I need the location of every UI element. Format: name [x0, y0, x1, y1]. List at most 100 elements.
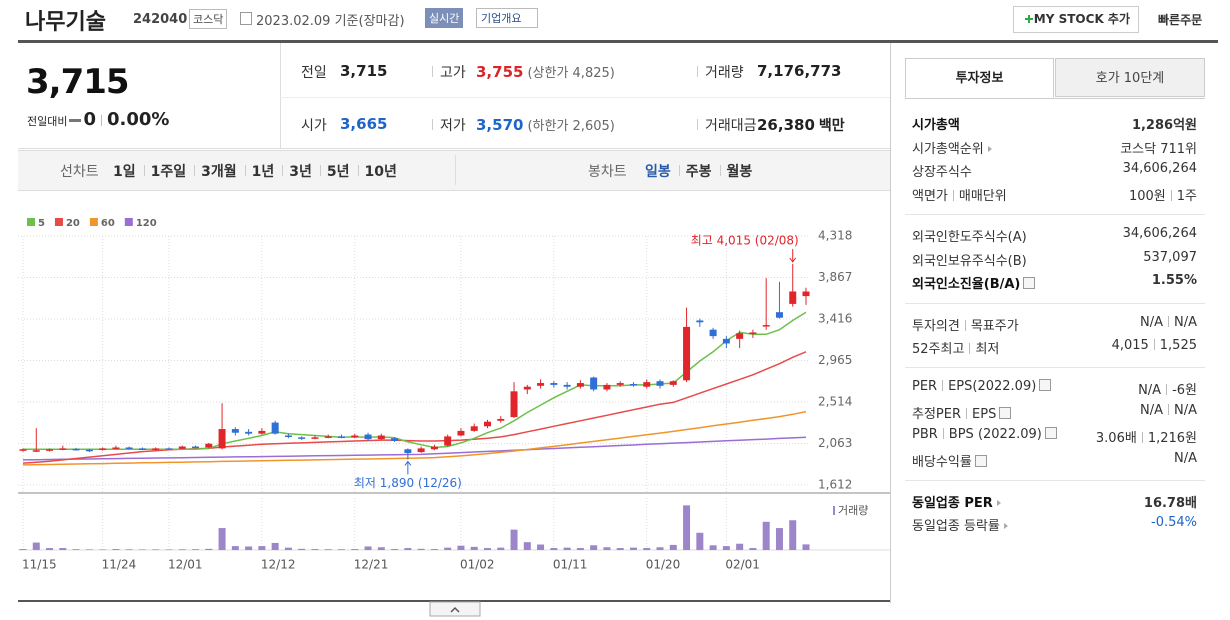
separator: [432, 66, 433, 77]
period-button[interactable]: 1년: [251, 164, 275, 180]
volume-bar: [563, 547, 571, 550]
quote-number: 3,755: [476, 63, 524, 81]
toolbar-divider: [455, 155, 456, 185]
y-tick-label: 4,318: [818, 229, 852, 243]
x-tick-label: 11/15: [22, 558, 57, 572]
x-tick-label: 12/21: [354, 558, 389, 572]
candle-body: [85, 449, 93, 452]
info-label: 배당수익률: [912, 451, 987, 470]
quote-number: 26,380: [757, 116, 815, 134]
info-label: 시가총액순위: [912, 138, 992, 157]
candle-body: [802, 291, 810, 297]
period-button[interactable]: 5년: [326, 164, 350, 180]
candle-body: [351, 435, 359, 438]
candle-body: [510, 391, 518, 418]
annotation-arrow: [404, 460, 412, 475]
candle-period-button[interactable]: 월봉: [726, 164, 753, 180]
candle-body: [404, 449, 412, 453]
quote-label: 고가: [440, 65, 466, 81]
volume-bar: [762, 521, 770, 550]
quote-value: 3,755 (상한가 4,825): [476, 62, 615, 81]
separator: [101, 115, 103, 126]
help-icon[interactable]: [999, 407, 1012, 419]
my-stock-button[interactable]: MY STOCK 추가: [1013, 6, 1139, 33]
info-label: PBR BPS (2022.09): [912, 427, 1057, 442]
info-label: 액면가 매매단위: [912, 185, 1007, 204]
quote-label: 저가: [440, 118, 466, 134]
chart: 1,612 2,063 2,514 2,965 3,416 3,867 4,318 11/15…: [18, 218, 890, 617]
candle-body: [470, 426, 478, 431]
legend-swatch: [124, 218, 133, 226]
value-part: -0.54%: [1151, 515, 1197, 530]
panel-border: [890, 43, 891, 603]
volume-bar: [430, 549, 438, 550]
label-part: EPS(2022.09): [948, 379, 1037, 394]
volume-bar: [311, 549, 319, 550]
stock-code: 242040: [133, 12, 188, 27]
label-part: 목표주가: [970, 319, 1019, 334]
help-icon[interactable]: [1044, 427, 1057, 439]
volume-bar: [616, 548, 624, 550]
candle-body: [284, 435, 292, 437]
volume-bar: [338, 549, 346, 550]
legend-swatch: [27, 218, 35, 226]
period-button[interactable]: 1일: [113, 164, 136, 180]
volume-bar: [669, 544, 677, 550]
help-icon[interactable]: [974, 455, 987, 467]
candle-body: [576, 383, 584, 387]
annotation: 최저 1,890 (12/26): [354, 476, 462, 490]
volume-bar: [497, 547, 505, 550]
candle-body: [192, 446, 200, 449]
candle-period-button[interactable]: 주봉: [685, 164, 712, 180]
candle-body: [311, 437, 319, 439]
info-label: 외국인한도주식수(A): [912, 226, 1027, 245]
volume-bar: [643, 548, 651, 550]
info-value: 코스닥 711위: [1120, 138, 1197, 157]
stock-name: 나무기술: [25, 10, 106, 35]
period-button[interactable]: 3년: [289, 164, 312, 180]
candle-body: [762, 325, 770, 327]
value-part: 4,015: [1111, 338, 1149, 353]
value-part: 1주: [1176, 188, 1197, 204]
volume-bar: [629, 547, 637, 550]
candle-body: [338, 436, 346, 438]
volume-bar: [377, 547, 385, 550]
quick-order[interactable]: 빠른주문: [1158, 13, 1203, 27]
info-value: 16.78배: [1144, 492, 1197, 511]
label-part: 액면가: [912, 188, 948, 204]
y-tick-label: 2,063: [818, 436, 852, 450]
value-part: 537,097: [1143, 249, 1197, 265]
info-value: 4,015 1,525: [1112, 338, 1197, 353]
volume-bar: [683, 505, 691, 550]
y-tick-label: 2,514: [818, 395, 852, 409]
x-tick-label: 01/02: [460, 558, 495, 572]
separator: [678, 165, 680, 176]
volume-bar: [457, 545, 465, 550]
overview-dropdown[interactable]: 기업개요: [476, 8, 539, 28]
period-button[interactable]: 3개월: [201, 164, 237, 180]
tab[interactable]: 호가 10단계: [1055, 58, 1205, 97]
info-label: 동일업종 PER: [912, 492, 1001, 511]
help-icon[interactable]: [1023, 277, 1036, 289]
period-button[interactable]: 10년: [364, 164, 397, 180]
calendar-icon: [240, 12, 252, 25]
info-value: -0.54%: [1151, 515, 1197, 530]
tab[interactable]: 투자정보: [905, 58, 1054, 98]
period-button[interactable]: 1주일: [150, 164, 187, 180]
candle-body: [430, 446, 438, 450]
candle-body: [125, 447, 133, 449]
candle-body: [683, 326, 691, 381]
volume-bar: [271, 542, 279, 550]
volume-bar: [59, 548, 67, 550]
value-part: 1,286억원: [1131, 118, 1197, 133]
volume-bar: [789, 520, 797, 550]
y-tick-label: 3,867: [818, 270, 852, 284]
candle-period-button[interactable]: 일봉: [645, 164, 671, 180]
label-part: 최저: [975, 342, 1000, 357]
help-icon[interactable]: [1039, 379, 1052, 391]
volume-bar: [324, 549, 332, 550]
candle-body: [709, 329, 717, 337]
group-rule: [905, 214, 1205, 215]
realtime-badge[interactable]: 실시간: [425, 8, 464, 28]
candle-body: [324, 436, 332, 438]
